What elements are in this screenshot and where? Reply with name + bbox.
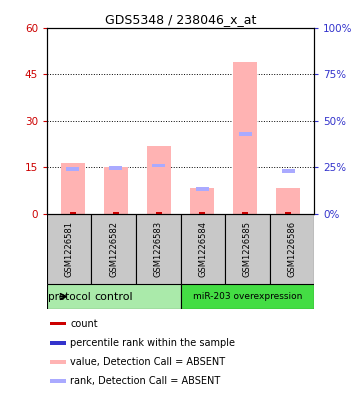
Bar [233, 62, 257, 214]
Bar [239, 132, 252, 136]
Bar [196, 187, 209, 191]
Bar [49, 379, 66, 383]
Text: rank, Detection Call = ABSENT: rank, Detection Call = ABSENT [70, 376, 221, 386]
Bar [147, 145, 171, 214]
Bar [70, 212, 76, 214]
Text: GSM1226583: GSM1226583 [154, 221, 163, 277]
Bar [225, 214, 270, 284]
Text: miR-203 overexpression: miR-203 overexpression [193, 292, 302, 301]
Bar [199, 212, 205, 214]
Bar [47, 214, 91, 284]
Text: percentile rank within the sample: percentile rank within the sample [70, 338, 235, 348]
Text: value, Detection Call = ABSENT: value, Detection Call = ABSENT [70, 357, 226, 367]
Bar [49, 360, 66, 364]
Bar [49, 341, 66, 345]
Bar [242, 212, 248, 214]
Bar [282, 169, 295, 173]
Bar [113, 212, 119, 214]
Bar [180, 214, 225, 284]
Text: GSM1226581: GSM1226581 [65, 221, 74, 277]
Bar [104, 167, 128, 214]
Bar [49, 321, 66, 325]
Title: GDS5348 / 238046_x_at: GDS5348 / 238046_x_at [105, 13, 256, 26]
Bar [47, 284, 180, 309]
Text: count: count [70, 319, 98, 329]
Text: protocol: protocol [48, 292, 91, 301]
Bar [285, 212, 291, 214]
Bar [109, 166, 122, 170]
Bar [61, 163, 84, 214]
Bar [152, 163, 165, 167]
Bar [277, 187, 300, 214]
Bar [66, 167, 79, 171]
Bar [180, 284, 314, 309]
Bar [156, 212, 162, 214]
Text: GSM1226585: GSM1226585 [243, 221, 252, 277]
Bar [190, 187, 214, 214]
Bar [136, 214, 180, 284]
Text: control: control [95, 292, 133, 301]
Text: GSM1226582: GSM1226582 [109, 221, 118, 277]
Text: GSM1226584: GSM1226584 [198, 221, 207, 277]
Bar [91, 214, 136, 284]
Bar [270, 214, 314, 284]
Text: GSM1226586: GSM1226586 [287, 221, 296, 277]
